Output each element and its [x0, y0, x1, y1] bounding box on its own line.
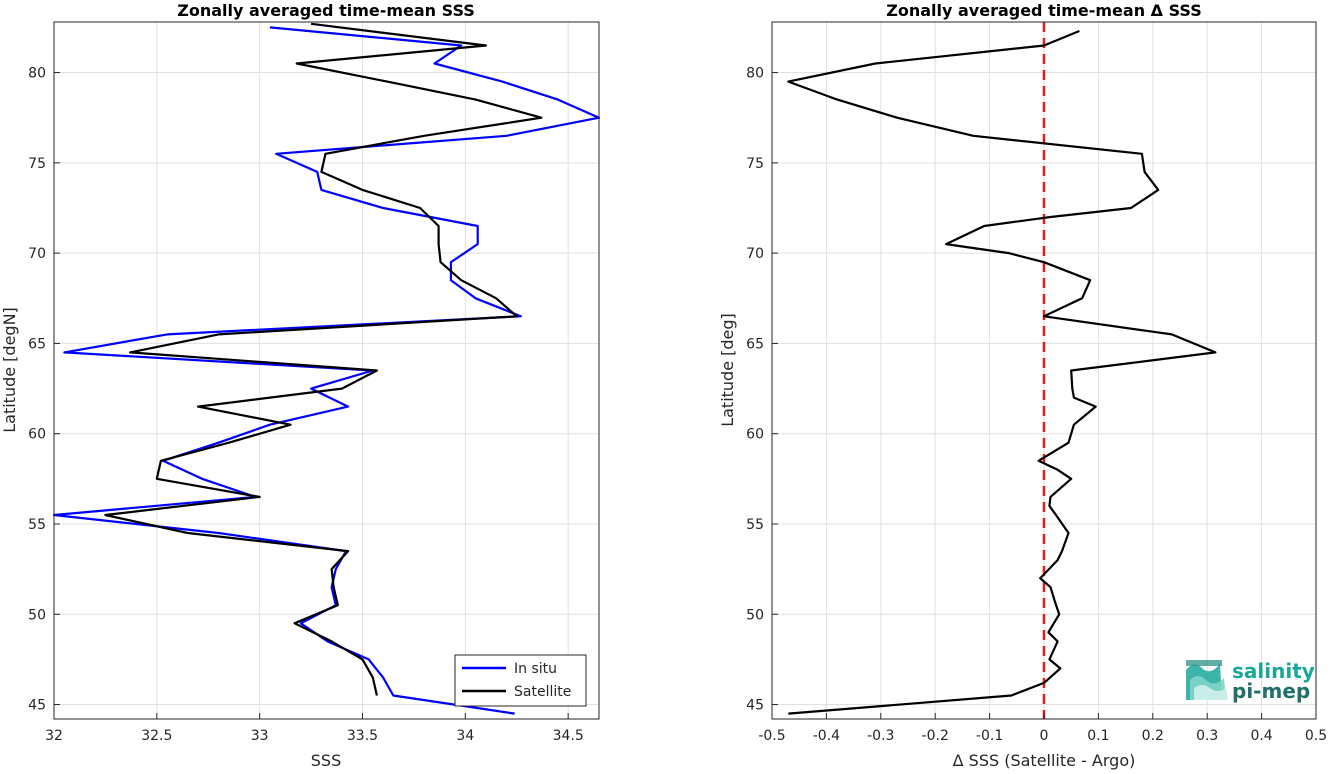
right-x-axis-label: Δ SSS (Satellite - Argo)	[953, 751, 1136, 770]
right-y-tick-label: 75	[746, 156, 764, 172]
left-x-tick-label: 32	[45, 728, 63, 744]
right-x-tick-label: -0.1	[976, 728, 1003, 744]
legend-insitu-label: In situ	[514, 661, 557, 677]
left-y-tick-label: 75	[28, 156, 46, 172]
right-x-tick-label: 0.5	[1305, 728, 1327, 744]
left-x-tick-label: 32.5	[141, 728, 172, 744]
legend-box	[454, 654, 587, 707]
left-panel: 32 32.5 33 33.5 34 34.5 45 50 55 60 65 70 75 80 Zona…	[0, 1, 601, 770]
right-x-tick-label: 0.3	[1196, 728, 1218, 744]
right-x-tick-label: -0.3	[867, 728, 894, 744]
salinity-pi-mep-logo: salinity pi-mep	[1186, 659, 1315, 703]
right-lines	[787, 22, 1217, 719]
right-y-tick-label: 45	[746, 698, 764, 714]
left-x-tick-label: 33.5	[347, 728, 378, 744]
right-y-tick-label: 65	[746, 336, 764, 352]
right-x-tick-label: 0	[1040, 728, 1049, 744]
right-yticks: 45 50 55 60 65 70 75 80	[746, 66, 778, 714]
right-y-tick-label: 70	[746, 246, 764, 262]
delta-sss-series-line	[787, 29, 1217, 715]
right-panel: -0.5 -0.4 -0.3 -0.2 -0.1 0 0.1 0.2 0.3 0.4 0.5 45 5…	[718, 1, 1327, 770]
left-chart-title: Zonally averaged time-mean SSS	[177, 1, 475, 20]
right-x-tick-label: 0.1	[1087, 728, 1109, 744]
left-y-tick-label: 70	[28, 246, 46, 262]
left-xticks: 32 32.5 33 33.5 34 34.5	[45, 713, 584, 744]
left-x-tick-label: 33	[251, 728, 269, 744]
left-axes-box	[53, 21, 600, 720]
left-y-tick-label: 80	[28, 66, 46, 82]
right-y-tick-label: 80	[746, 66, 764, 82]
satellite-series-line	[104, 22, 543, 696]
left-x-tick-label: 34	[456, 728, 474, 744]
left-y-axis-label: Latitude [degN]	[0, 307, 19, 433]
right-x-tick-label: -0.2	[922, 728, 949, 744]
right-x-tick-label: 0.2	[1142, 728, 1164, 744]
right-x-tick-label: -0.5	[758, 728, 785, 744]
logo-line1: salinity	[1232, 659, 1315, 683]
legend-satellite-label: Satellite	[514, 684, 571, 700]
left-plot-area	[54, 22, 599, 719]
salinity-wave-icon	[1186, 660, 1228, 700]
logo-line2: pi-mep	[1232, 679, 1310, 703]
left-y-tick-label: 45	[28, 698, 46, 714]
right-xticks: -0.5 -0.4 -0.3 -0.2 -0.1 0 0.1 0.2 0.3 0.4 0.5	[758, 713, 1327, 744]
right-y-tick-label: 50	[746, 607, 764, 623]
right-x-tick-label: -0.4	[813, 728, 840, 744]
left-lines	[52, 22, 601, 715]
right-y-tick-label: 55	[746, 517, 764, 533]
left-yticks: 45 50 55 60 65 70 75 80	[28, 66, 60, 714]
left-x-axis-label: SSS	[311, 751, 341, 770]
legend: In situ Satellite	[454, 654, 587, 707]
left-y-tick-label: 60	[28, 427, 46, 443]
right-x-tick-label: 0.4	[1250, 728, 1272, 744]
left-y-tick-label: 65	[28, 336, 46, 352]
right-y-tick-label: 60	[746, 427, 764, 443]
left-y-tick-label: 50	[28, 607, 46, 623]
right-chart-title: Zonally averaged time-mean Δ SSS	[886, 1, 1202, 20]
left-x-tick-label: 34.5	[553, 728, 584, 744]
left-y-tick-label: 55	[28, 517, 46, 533]
right-y-axis-label: Latitude [deg]	[718, 313, 737, 427]
